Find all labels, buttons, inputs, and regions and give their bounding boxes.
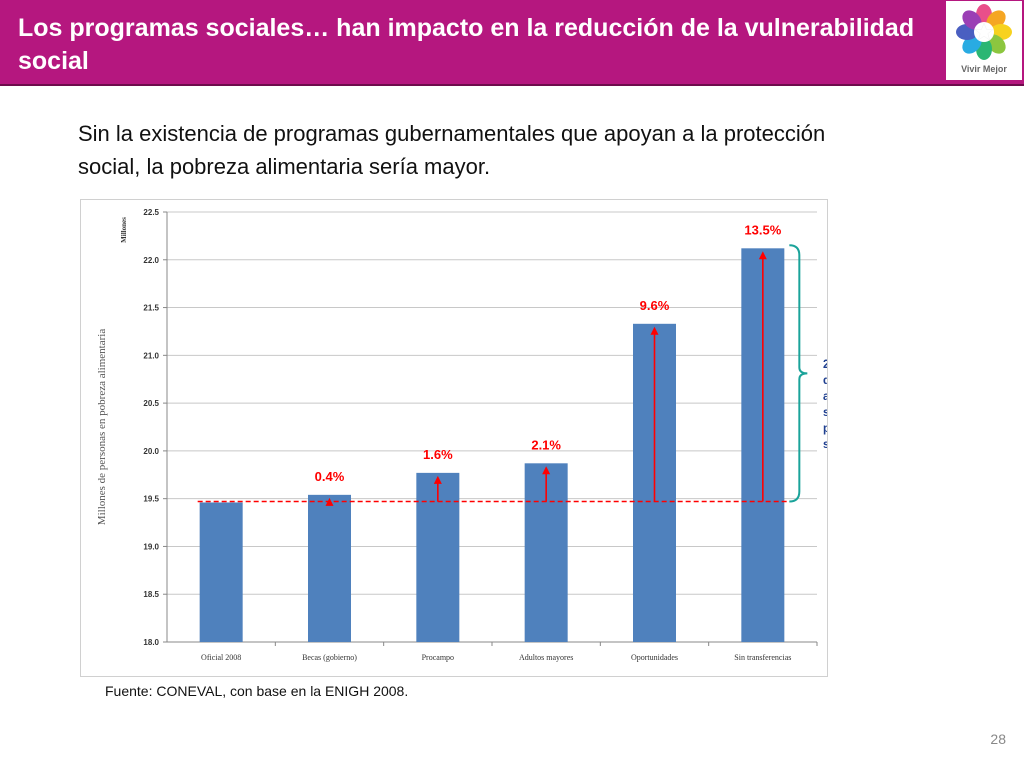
arrow-head (650, 326, 659, 335)
bar (199, 502, 243, 642)
increase-label: 13.5% (744, 222, 781, 237)
arrow-head (433, 475, 442, 484)
y-tick-label: 19.0 (143, 542, 159, 551)
x-tick-label: Procampo (422, 653, 454, 662)
bar (308, 494, 351, 642)
arrow-head (542, 466, 551, 475)
y-unit-label: Millones (120, 217, 128, 243)
annotation-line: programas (823, 423, 827, 435)
x-tick-label: Becas (gobierno) (302, 653, 357, 662)
y-tick-label: 18.5 (143, 590, 159, 599)
x-tick-label: Oportunidades (631, 653, 678, 662)
annotation-line: adicionales (823, 391, 827, 403)
x-tick-label: Adultos mayores (519, 653, 573, 662)
slide-title: Los programas sociales… han impacto en l… (18, 14, 915, 75)
y-axis-title: Millones de personas en pobreza alimenta… (96, 329, 108, 526)
annotation-line: sin (823, 407, 827, 419)
x-tick-label: Sin transferencias (734, 653, 791, 662)
y-tick-label: 22.0 (143, 256, 159, 265)
increase-label: 0.4% (315, 469, 345, 484)
bracket (789, 244, 808, 503)
chart-frame: 18.0 18.5 19.0 19.5 20.0 20.5 21.0 21.5 22.0 22.5… (80, 199, 828, 677)
y-tick-label: 19.5 (143, 495, 159, 504)
increase-label: 2.1% (531, 437, 561, 452)
y-tick-label: 20.5 (143, 399, 159, 408)
y-tick-label: 18.0 (143, 638, 159, 647)
y-tick-label: 20.0 (143, 447, 159, 456)
y-tick-label: 21.0 (143, 351, 159, 360)
source-note: Fuente: CONEVAL, con base en la ENIGH 20… (105, 683, 409, 699)
logo-label: Vivir Mejor (961, 64, 1007, 74)
vivir-mejor-logo: Vivir Mejor (946, 1, 1022, 80)
page-number: 28 (990, 731, 1006, 747)
arrow-head (758, 251, 767, 260)
slide-subtitle: Sin la existencia de programas gubername… (78, 121, 826, 179)
arrow-head (325, 497, 334, 506)
y-tick-label: 22.5 (143, 208, 159, 217)
annotation-line: de pobres (823, 375, 827, 387)
y-tick-label: 21.5 (143, 304, 159, 313)
increase-label: 1.6% (423, 447, 453, 462)
x-tick-label: Oficial 2008 (201, 653, 241, 662)
annotation-line: 2.6 millones (823, 359, 827, 371)
increase-label: 9.6% (640, 298, 670, 313)
header-bar: Los programas sociales… han impacto en l… (0, 0, 1024, 86)
bar-chart: 18.0 18.5 19.0 19.5 20.0 20.5 21.0 21.5 22.0 22.5… (96, 208, 827, 662)
flower-logo-icon (956, 4, 1012, 60)
annotation-line: sociales (823, 439, 827, 451)
